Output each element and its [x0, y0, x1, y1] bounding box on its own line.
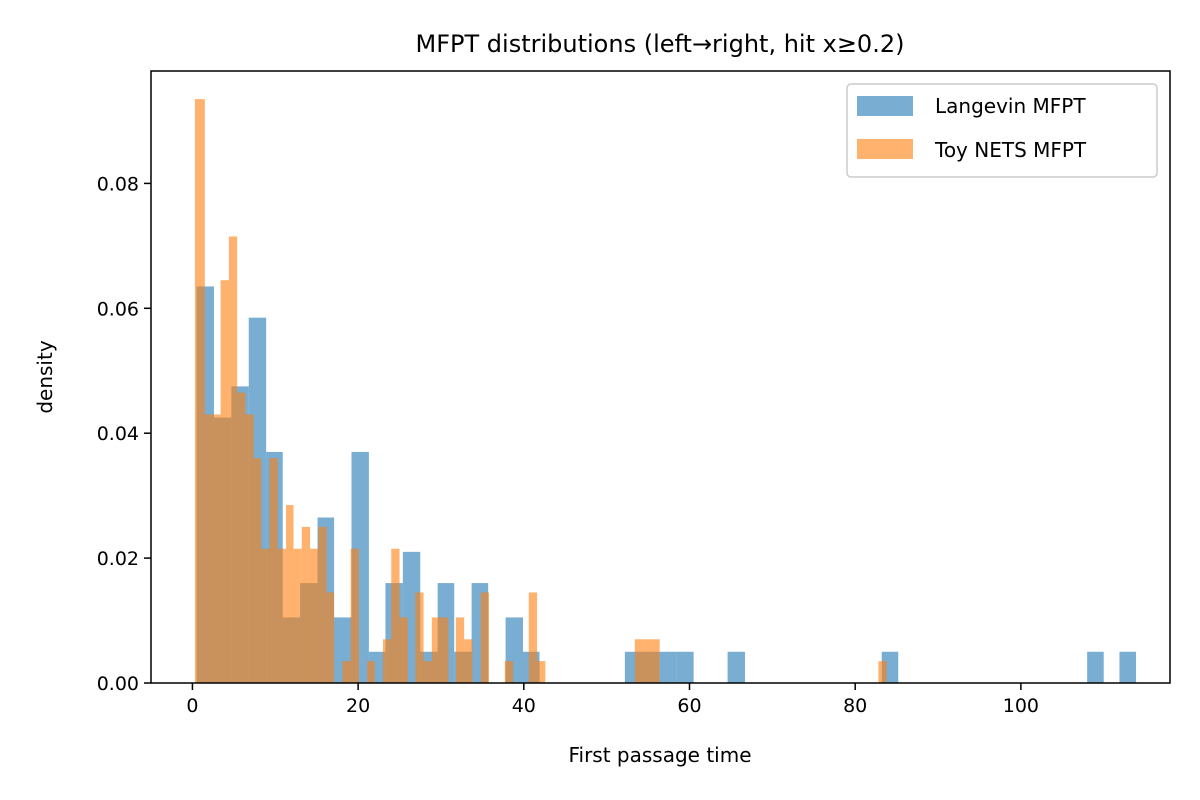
histogram-bar: [455, 617, 465, 683]
histogram-bar: [878, 661, 887, 683]
histogram-bar: [651, 639, 660, 683]
histogram-bar: [415, 592, 424, 683]
histogram-bar: [528, 592, 538, 683]
legend-swatch-langevin: [857, 96, 913, 116]
histogram-bar: [423, 661, 432, 683]
y-tick-label: 0.06: [97, 298, 139, 320]
histogram-bar: [634, 639, 644, 683]
histogram-bar: [1119, 651, 1137, 683]
histogram-bar: [676, 651, 694, 683]
histogram-bar: [1087, 651, 1104, 683]
x-tick-label: 20: [346, 695, 370, 717]
histogram-bar: [727, 651, 745, 683]
histogram-bar: [480, 592, 490, 683]
histogram-bar: [431, 617, 441, 683]
legend-swatch-toy-nets: [857, 139, 913, 159]
axes-frame: [150, 70, 1171, 684]
y-tick-label: 0.08: [97, 173, 139, 195]
x-tick-label: 40: [512, 695, 536, 717]
histogram-bar: [194, 99, 205, 684]
histogram-bar: [286, 505, 294, 683]
histogram-bar: [245, 414, 254, 683]
y-axis-label: density: [33, 340, 57, 413]
histogram-bar: [204, 414, 214, 683]
x-tick-label: 80: [843, 695, 867, 717]
histogram-bar: [643, 639, 652, 683]
histogram-bar: [504, 661, 514, 683]
histogram-bar: [213, 414, 221, 683]
x-tick-label: 100: [1003, 695, 1039, 717]
histogram-bar: [342, 661, 351, 683]
histogram-bar: [659, 651, 677, 683]
chart-title: MFPT distributions (left→right, hit x≥0.…: [416, 30, 905, 58]
toy-nets-bars: [194, 99, 887, 684]
histogram-bar: [261, 548, 270, 683]
histogram-bar: [220, 280, 229, 683]
histogram-bar: [301, 526, 311, 683]
histogram-bar: [382, 639, 392, 683]
histogram-bar: [228, 236, 238, 684]
histogram-bar: [277, 548, 287, 683]
histogram-bar: [367, 661, 375, 683]
y-axis-ticks: 0.00 0.02 0.04 0.06 0.08: [97, 173, 151, 695]
histogram-bar: [326, 592, 335, 683]
legend: Langevin MFPT Toy NETS MFPT: [846, 83, 1158, 178]
x-axis-label: First passage time: [568, 743, 751, 767]
plot-area: [194, 99, 1137, 684]
histogram-bar: [318, 526, 327, 683]
histogram-bar: [350, 548, 359, 683]
histogram-bar: [399, 617, 408, 683]
histogram-bar: [237, 392, 246, 683]
legend-box: [846, 83, 1158, 178]
histogram-bar: [391, 548, 400, 683]
histogram-bar: [269, 458, 278, 683]
y-tick-label: 0.02: [97, 548, 139, 570]
histogram-bar: [310, 548, 319, 683]
x-tick-label: 0: [186, 695, 198, 717]
y-tick-label: 0.00: [97, 673, 139, 695]
histogram-bar: [293, 548, 302, 683]
histogram-bar: [537, 661, 546, 683]
histogram-bar: [464, 639, 473, 683]
y-tick-label: 0.04: [97, 423, 139, 445]
histogram-bar: [253, 458, 262, 683]
x-tick-label: 60: [677, 695, 701, 717]
legend-label-toy-nets: Toy NETS MFPT: [934, 138, 1087, 162]
legend-label-langevin: Langevin MFPT: [935, 94, 1086, 118]
histogram-bar: [440, 617, 449, 683]
x-axis-ticks: 0 20 40 60 80 100: [186, 683, 1039, 717]
